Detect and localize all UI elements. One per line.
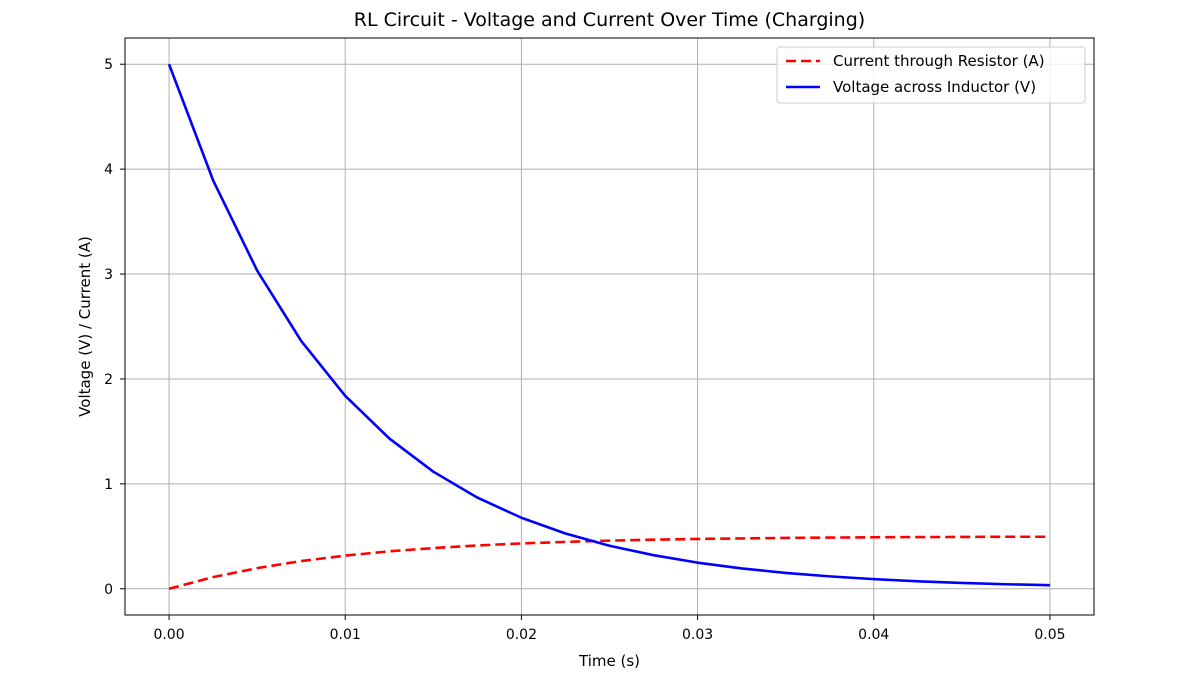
x-tick-label: 0.04 [858, 627, 889, 643]
x-tick-label: 0.05 [1034, 627, 1065, 643]
y-tick-label: 5 [104, 57, 113, 73]
ticks: 0.00 0.01 0.02 0.03 0.04 0.05 0 1 2 3 4 5 [104, 57, 1065, 643]
y-tick-label: 2 [104, 372, 113, 388]
legend: Current through Resistor (A) Voltage acr… [776, 46, 1086, 104]
chart-title: RL Circuit - Voltage and Current Over Ti… [354, 9, 865, 31]
legend-label-current: Current through Resistor (A) [833, 52, 1045, 70]
x-tick-label: 0.00 [153, 627, 184, 643]
y-tick-label: 0 [104, 582, 113, 598]
legend-label-voltage: Voltage across Inductor (V) [833, 78, 1036, 96]
x-tick-label: 0.01 [330, 627, 361, 643]
grid [125, 38, 1094, 615]
x-tick-label: 0.03 [682, 627, 713, 643]
axes-frame [124, 37, 1095, 616]
y-tick-label: 4 [104, 162, 113, 178]
y-tick-label: 1 [104, 477, 113, 493]
legend-box [776, 46, 1086, 104]
series-layer [167, 63, 1050, 591]
y-axis-label: Voltage (V) / Current (A) [76, 236, 94, 417]
y-tick-label: 3 [104, 267, 113, 283]
series-line-1 [167, 63, 1050, 587]
x-axis-label: Time (s) [578, 652, 640, 670]
x-tick-label: 0.02 [506, 627, 537, 643]
